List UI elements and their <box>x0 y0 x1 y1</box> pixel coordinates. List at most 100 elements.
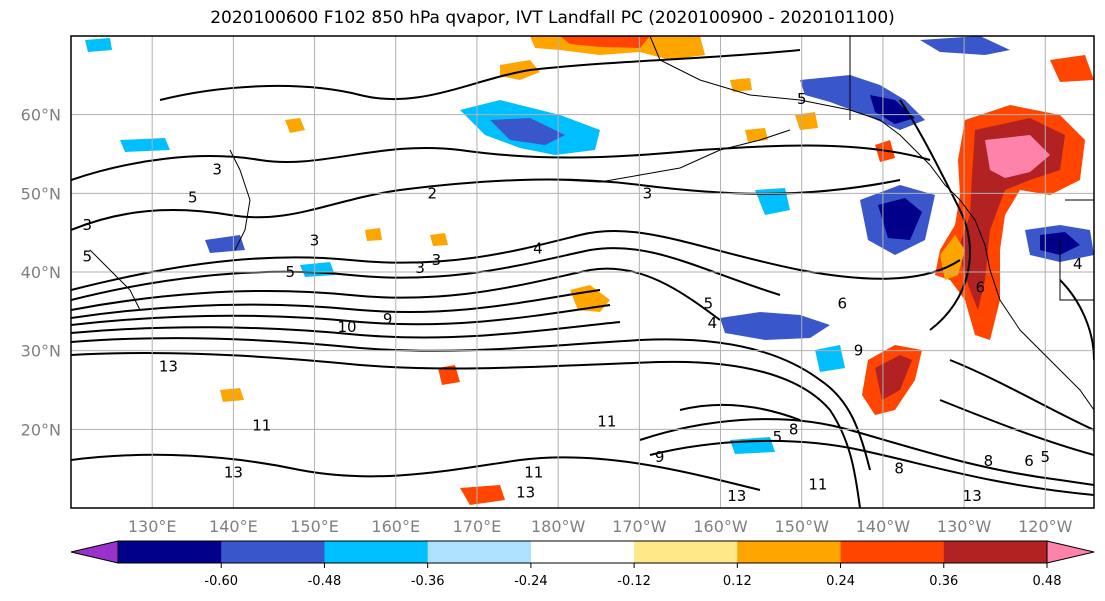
colorbar-tick-label: -0.24 <box>514 574 548 589</box>
colorbar-swatch <box>943 541 1048 563</box>
contour-value-label: 3 <box>82 216 92 234</box>
map-title: 2020100600 F102 850 hPa qvapor, IVT Land… <box>210 8 895 28</box>
latitude-tick-labels: 60°N 50°N 40°N 30°N 20°N <box>21 106 61 440</box>
contour-value-label: 5 <box>797 90 807 108</box>
positive-anomaly-region <box>438 365 460 385</box>
negative-anomaly-region <box>815 345 845 372</box>
lon-tick-label: 170°E <box>453 517 502 536</box>
negative-anomaly-region <box>755 188 790 215</box>
contour-value-label: 11 <box>597 412 616 430</box>
lat-tick-label: 30°N <box>21 342 61 361</box>
colorbar-swatch <box>634 541 738 563</box>
contour-value-label: 3 <box>643 184 653 202</box>
contour-value-label: 3 <box>212 161 222 179</box>
plot-frame <box>70 35 1095 509</box>
positive-anomaly-core <box>958 118 1065 310</box>
contour-value-label: 5 <box>704 294 714 312</box>
qvapor-shading <box>85 36 1094 505</box>
negative-anomaly-region <box>920 36 1010 55</box>
positive-anomaly-region <box>460 485 505 505</box>
contour-value-label: 5 <box>773 428 783 446</box>
contour-value-label: 8 <box>984 452 994 470</box>
contour-value-label: 6 <box>838 294 848 312</box>
negative-anomaly-region <box>205 235 245 253</box>
positive-anomaly-region <box>430 233 448 246</box>
lon-tick-label: 140°W <box>856 517 911 536</box>
lat-tick-label: 60°N <box>21 106 61 125</box>
positive-anomaly-region <box>365 228 382 241</box>
longitude-tick-labels: 130°E 140°E 150°E 160°E 170°E 180°W 170°W 160°W… <box>128 517 1073 536</box>
colorbar <box>70 540 1095 564</box>
colorbar-tick-labels: -0.60 -0.48 -0.36 -0.24 -0.12 0.12 0.24 0.36 0.4… <box>204 563 1061 589</box>
colorbar-swatch <box>118 541 222 563</box>
contour-value-label: 4 <box>533 239 543 257</box>
contour-value-label: 13 <box>963 487 982 505</box>
negative-anomaly-region <box>730 437 775 454</box>
contour-value-label: 9 <box>383 310 393 328</box>
lon-tick-label: 170°W <box>612 517 667 536</box>
coastlines <box>89 36 1094 411</box>
contour-value-label: 5 <box>188 188 198 206</box>
contour-value-label: 3 <box>415 259 425 277</box>
lon-tick-label: 150°E <box>290 517 339 536</box>
colorbar-swatch <box>324 541 429 563</box>
contour-value-label: 8 <box>894 460 904 478</box>
negative-anomaly-core <box>878 198 922 240</box>
colorbar-swatch <box>1046 540 1095 564</box>
negative-anomaly-region <box>120 138 170 152</box>
positive-anomaly-region <box>285 118 305 133</box>
contour-value-label: 11 <box>808 475 827 493</box>
contour-value-label: 8 <box>789 420 799 438</box>
positive-anomaly-region <box>745 128 768 142</box>
contour-value-label: 5 <box>1041 448 1051 466</box>
contour-value-label: 4 <box>708 314 718 332</box>
lon-tick-label: 180°W <box>531 517 586 536</box>
contour-value-label: 6 <box>976 279 986 297</box>
lon-tick-label: 130°W <box>937 517 992 536</box>
positive-anomaly-edge <box>940 235 965 280</box>
contour-value-label: 13 <box>516 483 535 501</box>
colorbar-swatch <box>530 541 635 563</box>
negative-anomaly-core <box>490 118 565 145</box>
colorbar-tick-label: -0.12 <box>617 574 651 589</box>
contour-value-label: 2 <box>428 184 438 202</box>
contour-value-label: 9 <box>655 448 665 466</box>
colorbar-swatch <box>221 541 325 563</box>
colorbar-tick-label: 0.24 <box>826 574 855 589</box>
colorbar-tick-label: -0.48 <box>308 574 342 589</box>
lat-tick-label: 40°N <box>21 263 61 282</box>
colorbar-frame <box>117 540 1048 564</box>
ivt-contours <box>71 49 1094 508</box>
lon-tick-label: 120°W <box>1018 517 1073 536</box>
positive-anomaly-peak <box>985 135 1050 178</box>
colorbar-swatch <box>427 541 532 563</box>
negative-anomaly-region <box>300 262 335 277</box>
contour-value-label: 6 <box>1024 452 1034 470</box>
colorbar-swatch <box>840 541 945 563</box>
colorbar-tick-label: 0.12 <box>723 574 752 589</box>
positive-anomaly-region <box>220 388 244 402</box>
lon-tick-label: 160°E <box>371 517 420 536</box>
japan-coastline <box>89 249 141 311</box>
lon-tick-label: 160°W <box>693 517 748 536</box>
positive-anomaly-region <box>730 78 752 92</box>
colorbar-swatch <box>737 541 842 563</box>
contour-value-label: 11 <box>252 416 271 434</box>
positive-anomaly-region <box>1050 55 1094 82</box>
colorbar-tick-label: -0.60 <box>204 574 238 589</box>
lat-tick-label: 20°N <box>21 420 61 439</box>
negative-anomaly-region <box>800 75 925 130</box>
alaska-coastline <box>649 36 1094 411</box>
positive-anomaly-core <box>875 355 912 400</box>
positive-anomaly-region <box>795 112 818 130</box>
contour-value-label: 13 <box>159 357 178 375</box>
aleutian-islands <box>559 129 791 183</box>
negative-anomaly-region <box>720 312 830 340</box>
lon-tick-label: 140°E <box>209 517 258 536</box>
contour-value-label: 3 <box>310 232 320 250</box>
contour-value-label: 13 <box>224 464 243 482</box>
contour-value-label: 9 <box>854 342 864 360</box>
graticule <box>71 36 1094 508</box>
